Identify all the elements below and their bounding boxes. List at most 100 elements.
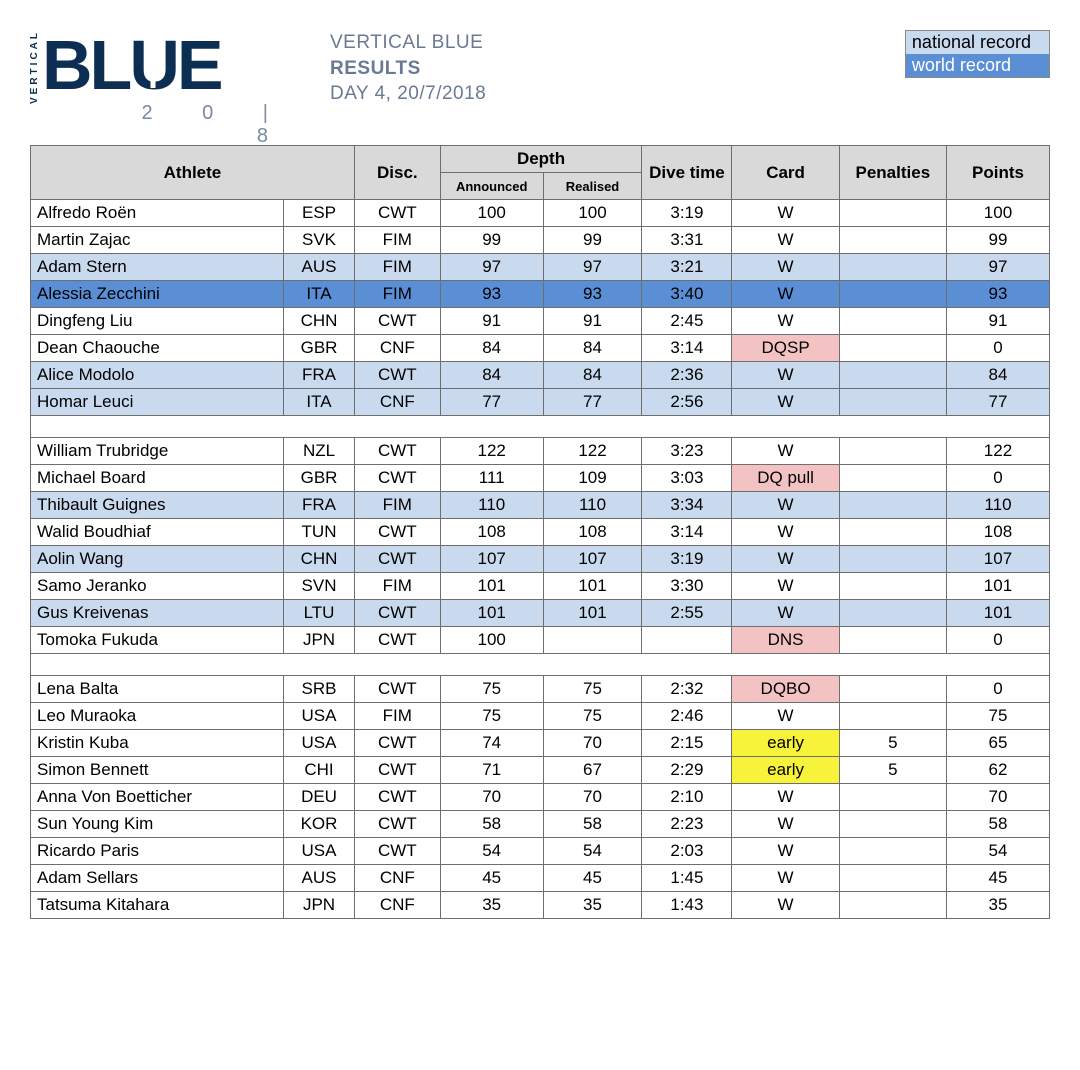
athlete-country: JPN — [284, 892, 355, 919]
depth-announced: 84 — [440, 362, 543, 389]
athlete-country: DEU — [284, 784, 355, 811]
card: W — [732, 308, 839, 335]
discipline: CWT — [354, 627, 440, 654]
penalties — [839, 200, 946, 227]
dive-time: 3:23 — [642, 438, 732, 465]
athlete-country: SVN — [284, 573, 355, 600]
legend-world-record: world record — [906, 54, 1049, 77]
dive-time: 3:03 — [642, 465, 732, 492]
discipline: CWT — [354, 438, 440, 465]
points: 0 — [946, 335, 1049, 362]
discipline: FIM — [354, 573, 440, 600]
athlete-name: Leo Muraoka — [31, 703, 284, 730]
group-spacer — [31, 416, 1050, 438]
depth-announced: 91 — [440, 308, 543, 335]
event-logo: VERTICAL BLUE 2 0 | 8 — [30, 30, 290, 125]
discipline: CWT — [354, 811, 440, 838]
athlete-country: CHN — [284, 308, 355, 335]
discipline: CWT — [354, 757, 440, 784]
depth-realised: 109 — [543, 465, 642, 492]
points: 58 — [946, 811, 1049, 838]
dive-time: 3:30 — [642, 573, 732, 600]
col-realised: Realised — [543, 173, 642, 200]
discipline: CWT — [354, 200, 440, 227]
penalties — [839, 811, 946, 838]
athlete-name: Ricardo Paris — [31, 838, 284, 865]
table-row: Sun Young KimKORCWT58582:23W58 — [31, 811, 1050, 838]
table-row: Anna Von BoetticherDEUCWT70702:10W70 — [31, 784, 1050, 811]
athlete-name: Aolin Wang — [31, 546, 284, 573]
table-row: William TrubridgeNZLCWT1221223:23W122 — [31, 438, 1050, 465]
table-row: Kristin KubaUSACWT74702:15early565 — [31, 730, 1050, 757]
athlete-country: TUN — [284, 519, 355, 546]
table-row: Dingfeng LiuCHNCWT91912:45W91 — [31, 308, 1050, 335]
card: DQ pull — [732, 465, 839, 492]
dive-time: 3:40 — [642, 281, 732, 308]
title-line-2: RESULTS — [330, 56, 486, 82]
athlete-country: AUS — [284, 254, 355, 281]
athlete-name: Thibault Guignes — [31, 492, 284, 519]
card: W — [732, 546, 839, 573]
depth-realised: 84 — [543, 335, 642, 362]
athlete-country: CHI — [284, 757, 355, 784]
depth-announced: 77 — [440, 389, 543, 416]
penalties — [839, 573, 946, 600]
depth-realised: 107 — [543, 546, 642, 573]
dive-time: 3:14 — [642, 335, 732, 362]
depth-announced: 84 — [440, 335, 543, 362]
athlete-name: Adam Stern — [31, 254, 284, 281]
discipline: CWT — [354, 308, 440, 335]
depth-announced: 93 — [440, 281, 543, 308]
depth-realised: 101 — [543, 573, 642, 600]
athlete-name: Walid Boudhiaf — [31, 519, 284, 546]
table-row: Samo JerankoSVNFIM1011013:30W101 — [31, 573, 1050, 600]
penalties — [839, 389, 946, 416]
points: 77 — [946, 389, 1049, 416]
table-row: Tatsuma KitaharaJPNCNF35351:43W35 — [31, 892, 1050, 919]
depth-realised — [543, 627, 642, 654]
athlete-name: Adam Sellars — [31, 865, 284, 892]
card: early — [732, 730, 839, 757]
discipline: FIM — [354, 227, 440, 254]
points: 0 — [946, 465, 1049, 492]
penalties — [839, 676, 946, 703]
athlete-name: Martin Zajac — [31, 227, 284, 254]
athlete-country: SRB — [284, 676, 355, 703]
points: 101 — [946, 573, 1049, 600]
col-dive-time: Dive time — [642, 146, 732, 200]
depth-realised: 93 — [543, 281, 642, 308]
depth-realised: 75 — [543, 703, 642, 730]
points: 45 — [946, 865, 1049, 892]
depth-announced: 97 — [440, 254, 543, 281]
dive-time: 2:32 — [642, 676, 732, 703]
dive-time: 3:34 — [642, 492, 732, 519]
penalties — [839, 703, 946, 730]
table-row: Aolin WangCHNCWT1071073:19W107 — [31, 546, 1050, 573]
logo-vertical-text: VERTICAL — [30, 30, 40, 104]
points: 65 — [946, 730, 1049, 757]
penalties — [839, 627, 946, 654]
dive-time: 3:19 — [642, 546, 732, 573]
depth-realised: 67 — [543, 757, 642, 784]
table-row: Lena BaltaSRBCWT75752:32DQBO0 — [31, 676, 1050, 703]
table-row: Gus KreivenasLTUCWT1011012:55W101 — [31, 600, 1050, 627]
dive-time: 2:29 — [642, 757, 732, 784]
table-header: Athlete Disc. Depth Dive time Card Penal… — [31, 146, 1050, 200]
depth-announced: 75 — [440, 676, 543, 703]
points: 97 — [946, 254, 1049, 281]
dive-time: 3:21 — [642, 254, 732, 281]
points: 0 — [946, 676, 1049, 703]
discipline: FIM — [354, 254, 440, 281]
depth-announced: 110 — [440, 492, 543, 519]
dive-time: 2:15 — [642, 730, 732, 757]
athlete-name: Alessia Zecchini — [31, 281, 284, 308]
card: W — [732, 865, 839, 892]
discipline: CWT — [354, 838, 440, 865]
discipline: CNF — [354, 892, 440, 919]
depth-realised: 70 — [543, 730, 642, 757]
col-penalties: Penalties — [839, 146, 946, 200]
depth-announced: 75 — [440, 703, 543, 730]
points: 110 — [946, 492, 1049, 519]
athlete-country: GBR — [284, 465, 355, 492]
athlete-country: FRA — [284, 362, 355, 389]
